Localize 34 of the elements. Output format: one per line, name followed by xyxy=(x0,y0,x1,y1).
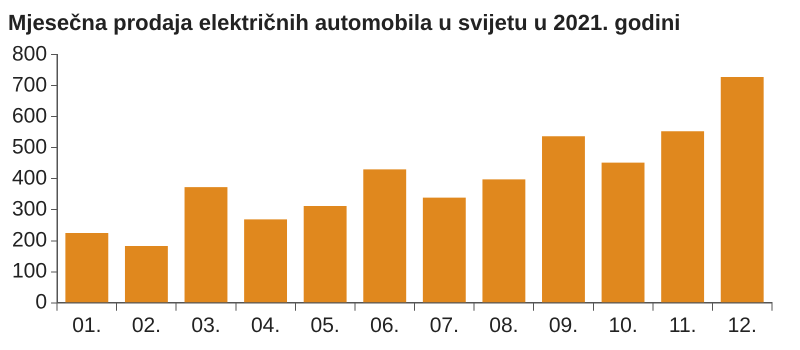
x-tick-label: 03. xyxy=(191,314,221,338)
bar xyxy=(422,198,466,302)
x-tick-label: 09. xyxy=(548,314,578,338)
bar xyxy=(65,232,108,302)
bar xyxy=(720,76,764,302)
y-tick-label: 200 xyxy=(12,228,48,252)
y-tick-label: 300 xyxy=(12,198,48,221)
bar xyxy=(542,136,585,302)
x-tick-label: 02. xyxy=(132,314,162,338)
x-tick-label: 04. xyxy=(250,314,280,338)
y-tick-label: 100 xyxy=(12,260,48,283)
bar xyxy=(304,206,347,302)
bar xyxy=(482,179,526,302)
y-tick-label: 600 xyxy=(12,104,48,128)
x-tick-label: 08. xyxy=(489,314,518,338)
x-tick-label: 10. xyxy=(608,314,638,338)
bar xyxy=(602,162,644,302)
bar xyxy=(661,131,704,302)
y-tick-label: 400 xyxy=(12,166,48,190)
chart-title: Mjesečna prodaja električnih automobila u svijetu u 2021. godini xyxy=(8,9,682,37)
x-tick-label: 12. xyxy=(728,314,757,338)
y-tick-label: 700 xyxy=(12,73,48,96)
bar xyxy=(363,169,406,302)
x-tick-label: 01. xyxy=(72,314,102,338)
y-tick-label: 800 xyxy=(12,42,48,66)
y-tick-label: 0 xyxy=(35,290,48,314)
x-tick-label: 11. xyxy=(668,314,696,338)
bar xyxy=(184,187,228,302)
x-tick-label: 05. xyxy=(310,314,340,338)
x-tick-label: 06. xyxy=(370,314,400,338)
bar xyxy=(124,246,168,302)
x-tick-label: 07. xyxy=(430,314,459,338)
y-tick-label: 500 xyxy=(12,135,48,158)
bar xyxy=(244,219,288,302)
